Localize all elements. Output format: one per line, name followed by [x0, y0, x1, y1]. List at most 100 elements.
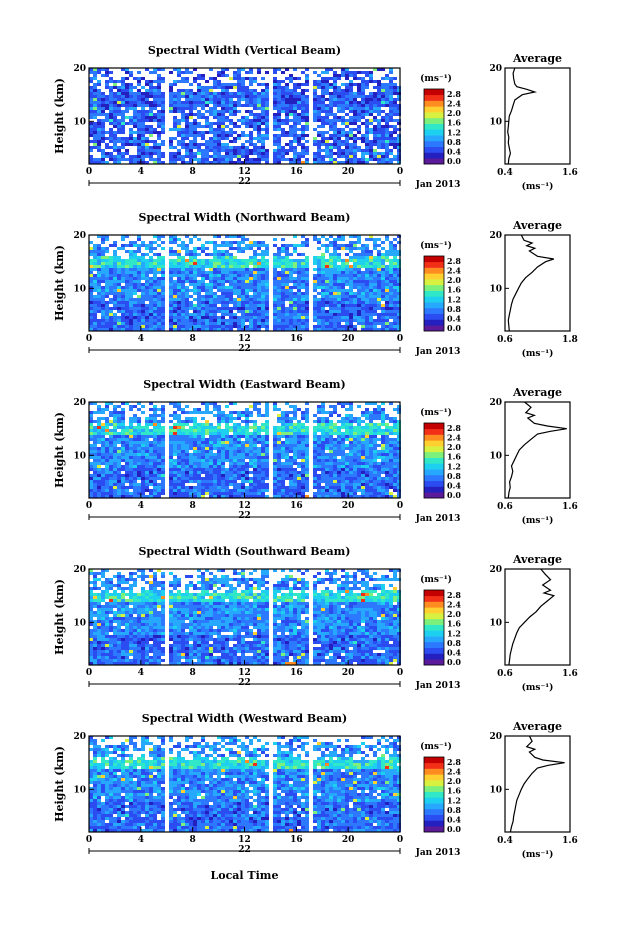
heatmap-cell — [389, 262, 393, 265]
heatmap-cell — [197, 477, 201, 480]
heatmap-cell — [181, 95, 185, 98]
heatmap-cell — [121, 152, 125, 155]
heatmap-cell — [357, 131, 361, 134]
heatmap-cell — [237, 319, 241, 322]
heatmap-cell — [361, 104, 365, 107]
heatmap-cell — [149, 468, 153, 471]
heatmap-cell — [361, 253, 365, 256]
heatmap-cell — [373, 137, 377, 140]
heatmap-cell — [181, 262, 185, 265]
heatmap-cell — [125, 435, 129, 438]
heatmap-cell — [193, 259, 197, 262]
heatmap-cell — [97, 441, 101, 444]
heatmap-cell — [241, 304, 245, 307]
heatmap-cell — [213, 492, 217, 495]
heatmap-cell — [233, 417, 237, 420]
heatmap-cell — [221, 155, 225, 158]
heatmap-cell — [125, 292, 129, 295]
heatmap-cell — [221, 68, 225, 71]
heatmap-cell — [265, 310, 269, 313]
heatmap-cell — [381, 116, 385, 119]
heatmap-cell — [225, 268, 229, 271]
heatmap-cell — [253, 274, 257, 277]
heatmap-cell — [381, 274, 385, 277]
heatmap-cell — [121, 262, 125, 265]
avg-y-tick-label: 20 — [489, 231, 502, 241]
heatmap-cell — [205, 295, 209, 298]
heatmap-cell — [221, 107, 225, 110]
heatmap-cell — [245, 280, 249, 283]
heatmap-cell — [369, 235, 373, 238]
heatmap-cell — [233, 155, 237, 158]
heatmap-cell — [121, 468, 125, 471]
heatmap-cell — [145, 116, 149, 119]
heatmap-cell — [173, 468, 177, 471]
heatmap-cell — [241, 98, 245, 101]
heatmap-cell — [377, 250, 381, 253]
heatmap-cell — [133, 325, 137, 328]
colorbar-label: 2.8 — [447, 256, 461, 266]
heatmap-cell — [177, 92, 181, 95]
heatmap-cell — [241, 316, 245, 319]
heatmap-cell — [277, 247, 281, 250]
heatmap-cell — [121, 444, 125, 447]
heatmap-cell — [365, 280, 369, 283]
heatmap-cell — [153, 456, 157, 459]
heatmap-cell — [325, 301, 329, 304]
heatmap-cell — [281, 277, 285, 280]
heatmap-cell — [197, 295, 201, 298]
heatmap-cell — [173, 486, 177, 489]
heatmap-cell — [245, 71, 249, 74]
heatmap-cell — [293, 86, 297, 89]
heatmap-cell — [145, 325, 149, 328]
heatmap-cell — [173, 450, 177, 453]
heatmap-cell — [297, 86, 301, 89]
heatmap-cell — [105, 116, 109, 119]
heatmap-cell — [105, 441, 109, 444]
heatmap-cell — [337, 161, 341, 164]
heatmap-cell — [381, 268, 385, 271]
heatmap-cell — [317, 286, 321, 289]
heatmap-cell — [217, 259, 221, 262]
heatmap-cell — [297, 292, 301, 295]
heatmap-cell — [229, 483, 233, 486]
heatmap-cell — [105, 104, 109, 107]
heatmap-cell — [125, 83, 129, 86]
heatmap-cell — [273, 104, 277, 107]
heatmap-cell — [185, 277, 189, 280]
heatmap-cell — [249, 289, 253, 292]
heatmap-cell — [297, 128, 301, 131]
heatmap-cell — [89, 86, 93, 89]
heatmap-cell — [189, 441, 193, 444]
heatmap-cell — [237, 80, 241, 83]
heatmap-cell — [133, 274, 137, 277]
heatmap-cell — [145, 161, 149, 164]
heatmap-cell — [105, 459, 109, 462]
heatmap-cell — [121, 456, 125, 459]
heatmap-cell — [125, 438, 129, 441]
heatmap-cell — [209, 95, 213, 98]
heatmap-cell — [337, 101, 341, 104]
heatmap-cell — [221, 468, 225, 471]
heatmap-cell — [177, 444, 181, 447]
heatmap-cell — [113, 80, 117, 83]
heatmap-cell — [173, 119, 177, 122]
heatmap-cell — [145, 429, 149, 432]
heatmap-cell — [153, 86, 157, 89]
heatmap-cell — [237, 155, 241, 158]
heatmap-cell — [317, 119, 321, 122]
heatmap-cell — [257, 134, 261, 137]
heatmap-cell — [297, 155, 301, 158]
heatmap-cell — [389, 283, 393, 286]
heatmap-cell — [105, 453, 109, 456]
heatmap-cell — [337, 140, 341, 143]
heatmap-cell — [101, 235, 105, 238]
heatmap-cell — [93, 74, 97, 77]
heatmap-cell — [381, 295, 385, 298]
heatmap-cell — [293, 95, 297, 98]
heatmap-cell — [93, 426, 97, 429]
heatmap-cell — [129, 98, 133, 101]
heatmap-cell — [145, 80, 149, 83]
heatmap-cell — [313, 158, 317, 161]
heatmap-cell — [209, 402, 213, 405]
